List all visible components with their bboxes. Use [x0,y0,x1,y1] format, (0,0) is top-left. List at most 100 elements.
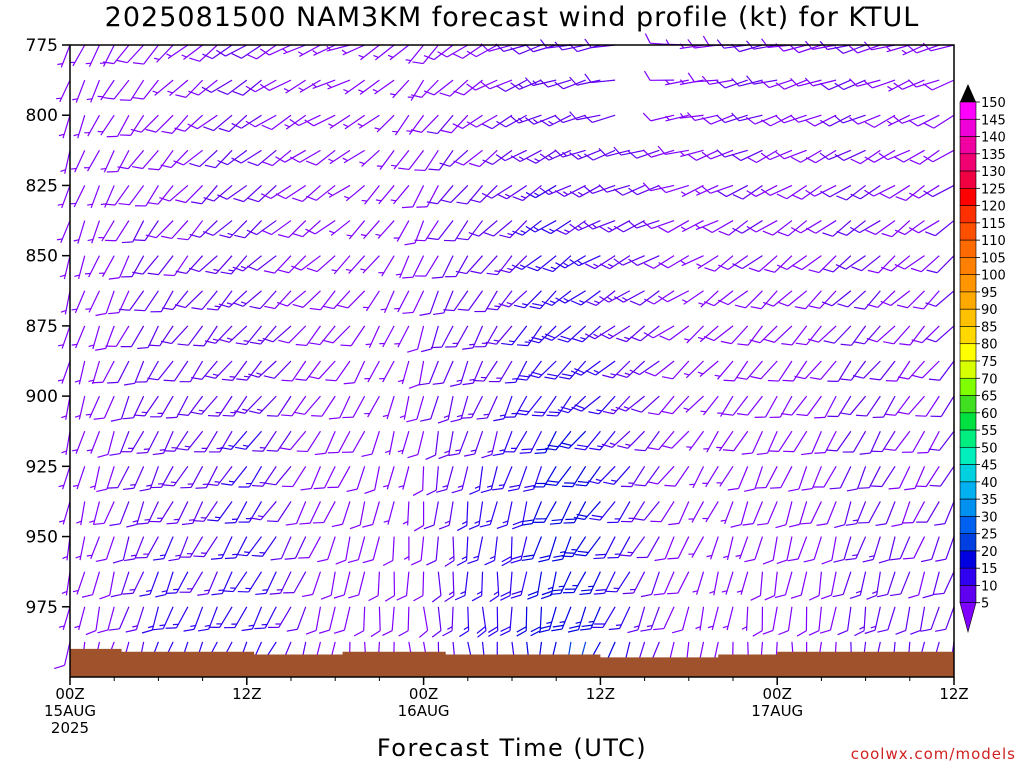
wind-barb [147,360,174,381]
barb-feather [279,447,291,451]
barb-feather [254,627,266,630]
barb-shaft [832,220,852,237]
barb-shaft [505,79,528,92]
colorbar-swatch [959,136,977,155]
wind-barb [205,255,233,275]
barb-feather [876,593,888,598]
barb-feather [761,119,771,127]
barb-feather [241,628,253,632]
wind-barb [852,360,881,379]
barb-half-feather [611,479,617,482]
wind-barb [467,536,484,565]
wind-barb [87,220,101,244]
barb-feather [722,449,734,452]
barb-shaft [345,536,351,561]
wind-barb [867,255,896,274]
barb-feather [247,161,258,167]
barb-feather [599,263,611,270]
barb-shaft [793,430,808,452]
barb-shaft [644,430,660,452]
barb-shaft [856,79,881,87]
wind-barb [903,536,926,560]
barb-feather [145,128,157,133]
wind-barb [97,79,115,101]
wind-barb [309,290,336,311]
y-tick-label: 875 [26,317,58,337]
barb-half-feather [855,590,862,594]
wind-barb [599,255,631,270]
wind-barb [539,184,572,196]
barb-shaft [818,255,837,273]
wind-barb [443,290,469,312]
barb-shaft [476,114,498,128]
wind-barb [816,501,837,526]
barb-feather [890,593,901,597]
barb-feather [595,589,607,592]
barb-feather [584,263,596,270]
barb-shaft [801,184,822,200]
barb-feather [484,559,495,566]
wind-barb [462,360,484,386]
barb-feather [628,258,638,266]
wind-barb [763,325,793,343]
wind-barb [647,465,675,485]
wind-barb [414,220,439,242]
wind-barb [378,255,395,277]
barb-half-feather [358,89,364,93]
wind-barb [431,606,442,638]
barb-half-feather [547,154,554,159]
barb-feather [160,340,172,345]
barb-feather [593,557,605,560]
barb-shaft [115,220,130,242]
wind-barb [895,606,911,635]
barb-shaft [931,536,940,560]
barb-feather [547,373,558,377]
wind-barb [99,255,115,277]
barb-half-feather [403,556,410,560]
barb-feather [207,519,219,522]
wind-barb [333,606,351,634]
barb-feather [854,306,865,310]
barb-half-feather [146,484,152,487]
wind-barb [469,185,498,203]
wind-barb [342,430,366,453]
barb-feather [103,96,115,100]
barb-half-feather [532,80,538,86]
wind-barb [923,184,955,198]
barb-feather [687,112,696,121]
wind-barb [808,606,822,636]
colorbar-label: 20 [981,545,998,560]
colorbar-swatch [959,291,977,310]
wind-barb [267,606,292,629]
wind-barb [603,465,631,485]
barb-shaft [262,536,277,557]
barb-feather [764,594,775,601]
wind-barb [347,536,366,564]
barb-half-feather [721,590,728,593]
barb-feather [270,557,282,561]
barb-feather [720,340,732,345]
barb-shaft [342,44,365,56]
barb-half-feather [470,449,477,452]
wind-barb [384,431,395,455]
barb-shaft [450,185,469,203]
wind-barb [510,79,542,90]
wind-barb [221,360,248,381]
wind-barb [800,501,822,525]
wind-barb [89,501,101,525]
barb-shaft [713,325,734,342]
wind-barb [486,255,513,276]
barb-shaft [939,465,955,487]
wind-barb [908,184,940,199]
barb-shaft [491,184,513,199]
wind-barb [163,465,189,487]
barb-shaft [475,44,498,58]
wind-barb [208,606,233,628]
barb-shaft [466,501,469,526]
wind-barb [160,149,189,169]
barb-feather [152,452,164,456]
barb-shaft [212,220,233,236]
barb-shaft [313,114,336,127]
barb-feather [118,308,130,311]
wind-barb [563,501,587,524]
